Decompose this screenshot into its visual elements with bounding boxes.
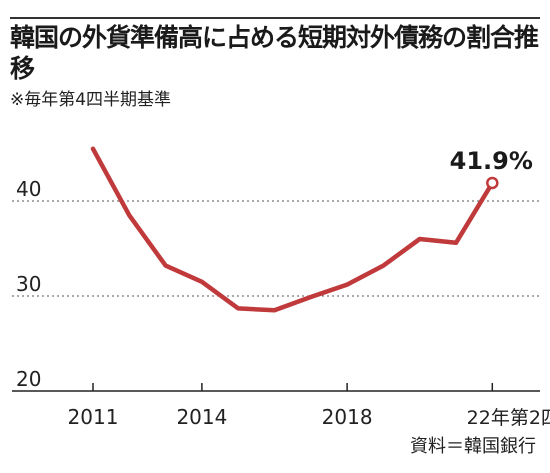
x-tick-label-0: 2011 <box>68 405 119 429</box>
highlight-label: 41.9% <box>450 147 533 175</box>
x-tick-label-3: 2014 <box>176 405 227 429</box>
highlight-point <box>486 176 499 190</box>
top-rule <box>10 17 540 19</box>
chart-title: 韓国の外貨準備高に占める短期対外債務の割合推移 <box>10 23 539 83</box>
chart-subtitle: ※毎年第4四半期基準 <box>10 90 172 110</box>
x-tick-label-7: 2018 <box>322 405 373 429</box>
grid-layer: 20 30 40 <box>12 177 540 392</box>
series-line <box>90 146 495 313</box>
source-note: 資料＝韓国銀行 <box>410 436 536 457</box>
y-tick-label-30: 30 <box>16 272 41 296</box>
y-tick-label-20: 20 <box>16 367 41 391</box>
x-tick-label-11: 22年第2四半期 <box>467 407 550 429</box>
label-layer: 41.9% <box>450 147 533 190</box>
y-tick-label-40: 40 <box>16 177 41 201</box>
series-layer <box>90 146 495 313</box>
x-tick-layer: 2011 2014 2018 22年第2四半期 <box>68 383 550 429</box>
